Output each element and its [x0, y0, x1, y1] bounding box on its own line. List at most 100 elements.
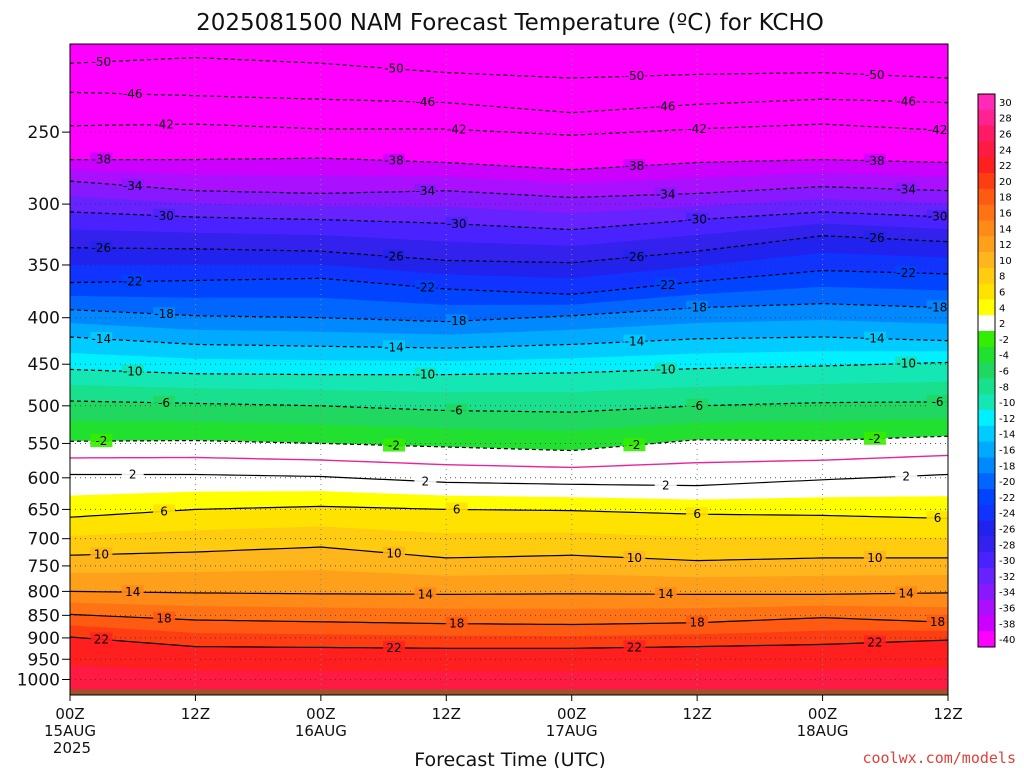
isotherm-label: -38 [865, 154, 885, 168]
isotherm-label-bg [686, 121, 709, 135]
isotherm-line [70, 473, 949, 487]
isotherm-label: -42 [154, 118, 174, 132]
isotherm-label: -30 [154, 209, 174, 223]
isotherm-label: 14 [658, 587, 673, 601]
plot-area: -50 -50-50 -50-46-46 -46 -46-42 -42 -42 -42-38-… [69, 43, 949, 696]
colorbar-swatch [978, 473, 995, 490]
y-tick-label: 300 [28, 195, 60, 215]
isotherm-label-bg [90, 434, 113, 448]
isotherm-label-bg [121, 87, 144, 101]
colorbar-swatch [978, 410, 995, 427]
isotherm-label-bg [153, 307, 176, 321]
colorbar-label: 22 [999, 161, 1012, 172]
colorbar-label: -8 [999, 382, 1009, 393]
isotherm-label: -2 [388, 439, 400, 453]
isotherm-label-bg [863, 153, 886, 167]
isotherm-label: -34 [896, 182, 916, 196]
y-tick-label: 900 [28, 629, 60, 649]
isotherm-label: -46 [656, 99, 676, 113]
isotherm-label: -30 [928, 210, 948, 224]
colorbar-label: 16 [999, 209, 1012, 220]
isotherm-label: 22 [386, 641, 401, 655]
isotherm-label: -22 [896, 266, 916, 280]
isotherm-label-bg [414, 184, 437, 198]
isotherm-label-bg [445, 616, 468, 630]
isotherm-label: -14 [92, 332, 112, 346]
isotherm-label-bg [445, 314, 468, 328]
colorbar-swatch [978, 331, 995, 348]
colorbar-label: -28 [999, 540, 1015, 551]
isotherm-label-bg [414, 474, 437, 488]
colorbar-swatch [978, 299, 995, 316]
isotherm-label: -42 [447, 122, 467, 136]
colorbar-label: 2 [999, 319, 1005, 330]
plot-frame [69, 43, 949, 696]
isotherm-label-bg [926, 394, 949, 408]
isotherm-label: 18 [156, 612, 171, 626]
isotherm-label-bg [383, 438, 406, 452]
isotherm-label: -14 [625, 335, 645, 349]
colorbar-label: -32 [999, 572, 1015, 583]
colorbar-label: 10 [999, 256, 1012, 267]
isotherm-label: -18 [447, 314, 467, 328]
colorbar-swatch [978, 441, 995, 458]
isotherm-label-bg [90, 240, 113, 254]
x-tick-label: 2025 [53, 739, 91, 757]
x-tick-label: 16AUG [295, 722, 347, 740]
isotherm-label: 18 [449, 617, 464, 631]
isotherm-label: -10 [656, 363, 676, 377]
y-tick-label: 700 [28, 530, 60, 550]
chart-title: 2025081500 NAM Forecast Temperature (ºC)… [196, 10, 824, 36]
temperature-bands [69, 43, 949, 696]
y-tick-label: 750 [28, 557, 60, 577]
y-tick-label: 800 [28, 582, 60, 602]
isotherm-label-bg [623, 640, 646, 654]
isotherm-label-bg [623, 69, 646, 83]
y-tick-label: 600 [28, 469, 60, 489]
colorbar-swatch [978, 173, 995, 190]
isotherm-label: -26 [92, 241, 112, 255]
freezing-level-line [70, 454, 949, 469]
colorbar-swatch [978, 378, 995, 395]
colorbar-swatch [978, 125, 995, 142]
isotherm-label: -30 [447, 217, 467, 231]
colorbar-swatch [978, 457, 995, 474]
colorbar-label: 8 [999, 272, 1005, 283]
y-axis-ticks: 250 300 350 400 450 500 550 600 650 700 750 800 850 9… [17, 123, 70, 691]
isotherm-label-bg [863, 431, 886, 445]
isotherm-label-bg [654, 478, 677, 492]
colorbar-swatch [978, 94, 995, 111]
colorbar-swatch [978, 425, 995, 442]
isotherm-label: -38 [625, 159, 645, 173]
isotherm-label-bg [654, 99, 677, 113]
isotherm-label-bg [654, 587, 677, 601]
isotherm-label: -10 [416, 368, 436, 382]
isotherm-label-bg [863, 331, 886, 345]
isotherm-label: 6 [934, 511, 942, 525]
isotherm-line [69, 636, 949, 649]
isotherm-label-bg [686, 398, 709, 412]
isotherm-label: 14 [899, 586, 914, 600]
isotherm-label-bg [414, 95, 437, 109]
isotherm-label-bg [926, 123, 949, 137]
isotherm-label-bg [654, 187, 677, 201]
colorbar: 30 28 26 24 22 20 18 16 14 12 10 8 6 4 2 -2 -4 -6 -8 -10 -12… [977, 93, 1015, 648]
colorbar-label: -38 [999, 619, 1015, 630]
isotherm-label: -10 [896, 357, 916, 371]
isotherm-label: -50 [625, 69, 645, 83]
y-tick-label: 400 [28, 309, 60, 329]
isotherm-label: -22 [656, 278, 676, 292]
colorbar-swatch [978, 236, 995, 253]
isotherm-label: -50 [865, 68, 885, 82]
isotherm-label: 14 [418, 587, 433, 601]
y-tick-label: 350 [28, 256, 60, 276]
colorbar-label: 4 [999, 303, 1005, 314]
isotherm-label: -18 [154, 307, 174, 321]
isotherm-label-bg [623, 334, 646, 348]
isotherm-label-bg [90, 331, 113, 345]
isotherm-label: -38 [92, 153, 112, 167]
isotherm-label-bg [623, 159, 646, 173]
isotherm-label: -50 [384, 62, 404, 76]
isotherm-label: 2 [662, 478, 670, 492]
